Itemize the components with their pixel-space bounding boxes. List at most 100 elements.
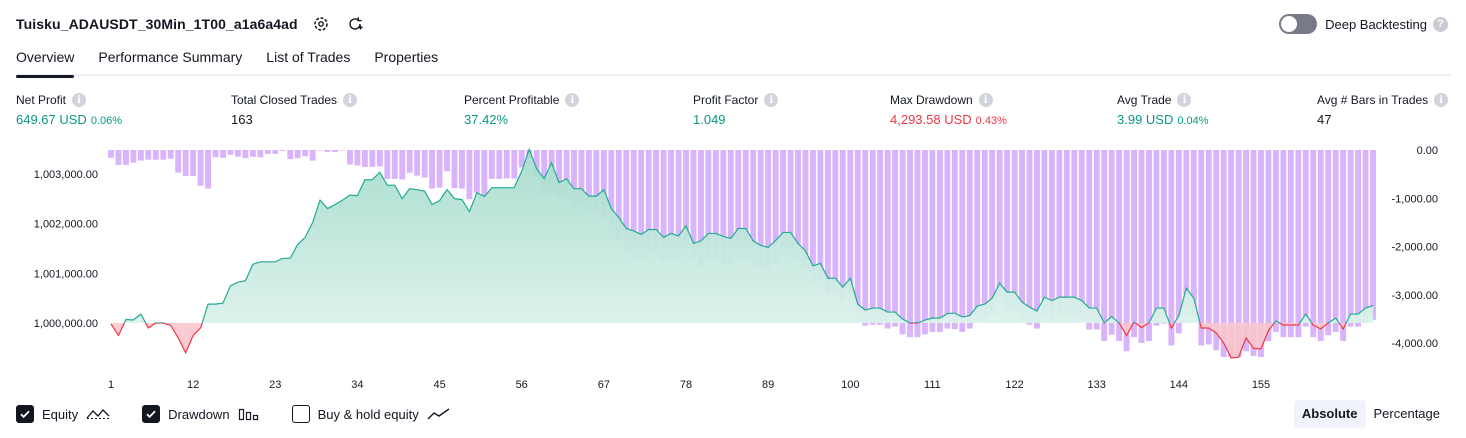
x-axis-tick: 34 — [351, 379, 363, 391]
drawdown-bar — [615, 150, 622, 241]
x-axis-tick: 100 — [841, 379, 859, 391]
value-mode-switch: Absolute Percentage — [1293, 400, 1448, 428]
drawdown-bar — [1034, 150, 1040, 329]
drawdown-bar — [406, 150, 413, 173]
drawdown-bar — [996, 150, 1003, 297]
drawdown-bar — [1116, 150, 1123, 342]
drawdown-bar — [944, 150, 951, 329]
drawdown-bar — [571, 150, 577, 206]
drawdown-bar — [287, 150, 294, 160]
legend-drawdown-label: Drawdown — [168, 406, 230, 422]
drawdown-bar — [1265, 150, 1272, 342]
drawdown-bar — [1175, 150, 1182, 334]
equity-line — [110, 147, 1374, 359]
left-axis-tick: 1,000,000.00 — [34, 318, 98, 330]
drawdown-bar — [1108, 150, 1115, 335]
drawdown-bar — [832, 150, 839, 295]
tab-performance-summary[interactable]: Performance Summary — [98, 49, 243, 65]
drawdown-bar — [959, 150, 966, 332]
metric-percent-profitable: Percent Profitable i 37.42% — [464, 93, 580, 127]
drawdown-bar — [429, 150, 436, 189]
equity-fill-area — [111, 149, 1373, 358]
legend-drawdown[interactable]: Drawdown — [142, 405, 259, 423]
drawdown-bar — [488, 150, 495, 179]
drawdown-bar — [951, 150, 958, 330]
tab-list-of-trades[interactable]: List of Trades — [266, 49, 351, 65]
drawdown-bar — [795, 150, 801, 260]
drawdown-bar — [1048, 150, 1055, 320]
drawdown-bar — [720, 150, 727, 264]
info-icon[interactable]: i — [72, 93, 87, 107]
drawdown-bar — [257, 150, 264, 158]
drawdown-bar — [272, 150, 279, 154]
info-icon[interactable]: i — [1434, 93, 1449, 107]
info-icon[interactable]: i — [565, 93, 580, 107]
drawdown-bar — [556, 150, 562, 199]
drawdown-bar — [1310, 150, 1317, 338]
drawdown-bar — [279, 150, 286, 151]
drawdown-bar — [1123, 150, 1130, 352]
drawdown-bar — [1026, 150, 1033, 325]
drawdown-bar — [675, 150, 682, 259]
buy-hold-line-icon — [427, 407, 451, 421]
drawdown-bar — [727, 150, 734, 265]
legend-equity[interactable]: Equity — [16, 405, 110, 423]
drawdown-bar — [892, 150, 899, 327]
equity-drawdown-chart[interactable]: 1,003,000.00 1,002,000.00 1,001,000.00 1,00… — [0, 140, 1466, 395]
info-icon[interactable]: i — [764, 93, 779, 107]
drawdown-bar — [1362, 150, 1369, 322]
drawdown-bar — [593, 150, 600, 213]
absolute-button[interactable]: Absolute — [1293, 400, 1366, 428]
drawdown-bar — [578, 150, 585, 206]
drawdown-bar — [1325, 150, 1332, 336]
drawdown-bar — [175, 150, 182, 173]
equity-line-icon — [86, 407, 110, 421]
tab-properties[interactable]: Properties — [374, 49, 439, 65]
drawdown-bar — [1213, 150, 1220, 351]
metric-value: 37.42% — [464, 112, 509, 127]
drawdown-bar — [227, 150, 234, 155]
drawdown-bar — [190, 150, 197, 177]
equity-checkbox[interactable] — [16, 405, 34, 423]
info-icon[interactable]: i — [1177, 93, 1192, 107]
drawdown-bar — [757, 150, 764, 268]
metric-max-drawdown: Max Drawdown i 4,293.58 USD 0.43% — [890, 93, 1007, 127]
drawdown-bar — [1295, 150, 1302, 338]
info-icon[interactable]: i — [343, 93, 358, 107]
drawdown-bar — [787, 150, 794, 257]
legend-buy-hold[interactable]: Buy & hold equity — [291, 405, 451, 423]
drawdown-bar — [242, 150, 249, 159]
metric-value: 1.049 — [693, 112, 726, 127]
metric-value: 4,293.58 USD — [890, 112, 972, 127]
info-icon[interactable]: i — [978, 93, 993, 107]
metric-value: 163 — [231, 112, 253, 127]
drawdown-bar — [1131, 150, 1137, 338]
drawdown-bar — [264, 150, 271, 154]
x-axis-tick: 1 — [108, 379, 114, 391]
drawdown-bar — [653, 150, 660, 254]
drawdown-bar — [1168, 150, 1175, 346]
metric-percent: 0.06% — [90, 115, 123, 127]
drawdown-bar — [712, 150, 719, 260]
drawdown-bar — [705, 150, 712, 260]
drawdown-bar — [152, 150, 159, 160]
snapshot-refresh-icon[interactable] — [344, 13, 366, 35]
drawdown-bar — [444, 150, 450, 172]
drawdown-bar — [660, 150, 667, 262]
help-question-icon[interactable]: ? — [1433, 16, 1448, 32]
metric-label: Percent Profitable — [464, 93, 560, 107]
drawdown-bar — [130, 150, 137, 163]
drawdown-checkbox[interactable] — [142, 405, 161, 423]
settings-gear-icon[interactable] — [310, 13, 332, 35]
deep-backtesting-toggle[interactable] — [1279, 14, 1318, 34]
chart-legend: Equity Drawdown Buy & hold equity — [16, 403, 483, 425]
buy-hold-checkbox[interactable] — [291, 405, 310, 423]
left-axis-tick: 1,001,000.00 — [34, 268, 98, 280]
toggle-knob — [1281, 16, 1298, 32]
equity-negative-area — [111, 323, 1373, 358]
drawdown-bar — [205, 150, 212, 189]
drawdown-bar — [1160, 150, 1167, 324]
tab-overview[interactable]: Overview — [16, 48, 75, 78]
drawdown-bar — [899, 150, 906, 335]
percentage-button[interactable]: Percentage — [1373, 406, 1441, 421]
